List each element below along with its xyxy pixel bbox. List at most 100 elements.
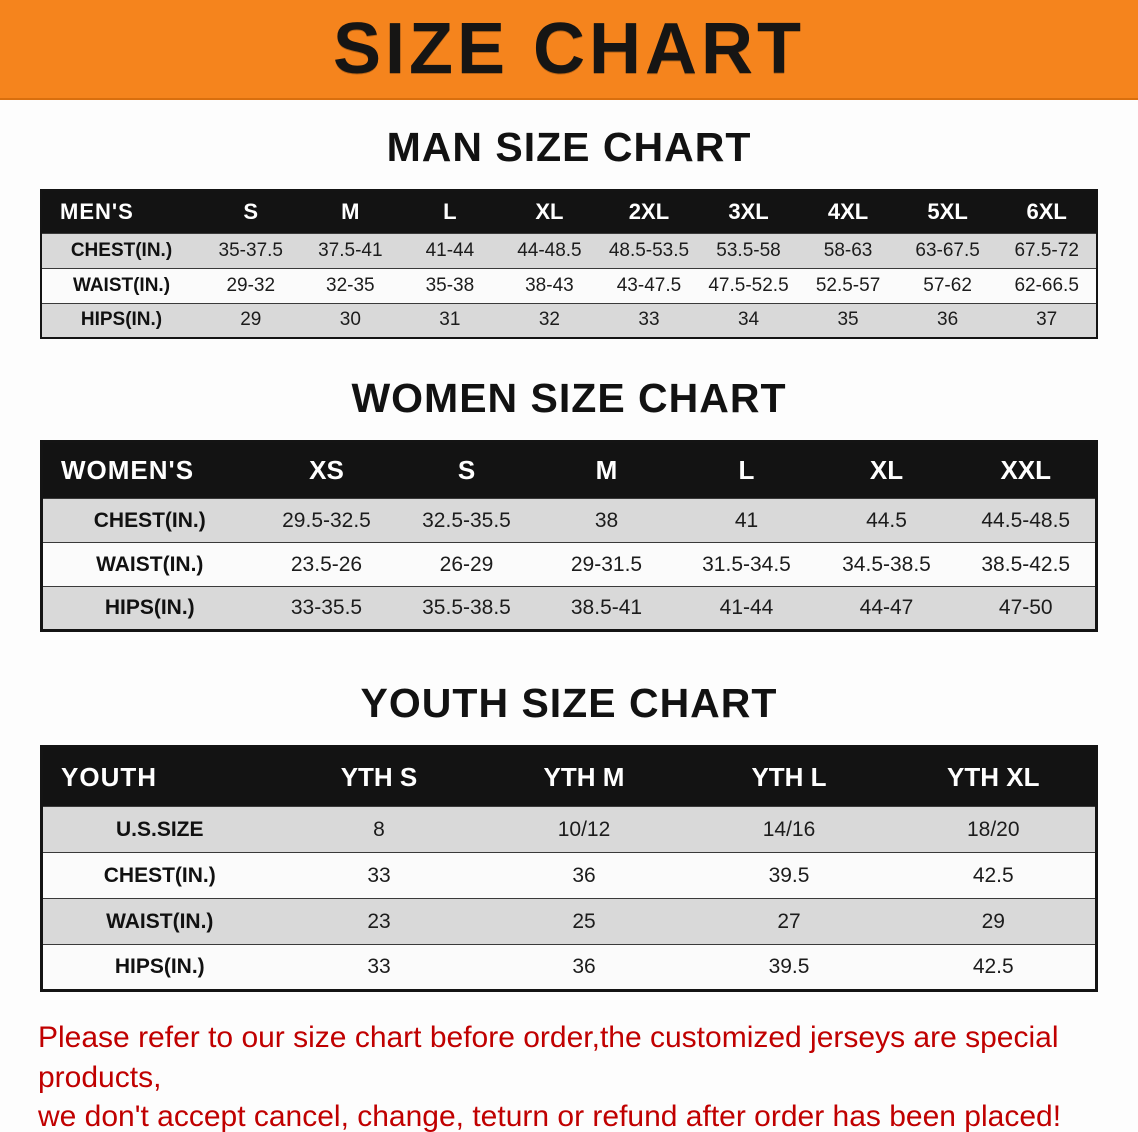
youth-size-column-header: YTH S — [276, 746, 482, 807]
row-label: CHEST(IN.) — [93, 508, 206, 532]
women-size-column-header: XXL — [956, 441, 1097, 499]
men-waist-row: WAIST(IN.) 29-32 32-35 35-38 38-43 43-47… — [41, 268, 1097, 303]
cell: 36 — [937, 309, 959, 331]
cell: 18/20 — [966, 817, 1020, 841]
cell: 41 — [734, 508, 759, 532]
youth-ussize-row: U.S.SIZE 8 10/12 14/16 18/20 — [41, 806, 1097, 853]
cell: 23.5-26 — [290, 552, 363, 576]
youth-size-column-header: YTH L — [686, 746, 892, 807]
women-size-column-header: XL — [816, 441, 957, 499]
cell: 58-63 — [823, 239, 873, 261]
women-table-header-row: WOMEN'S XS S M L XL XXL — [41, 441, 1097, 499]
women-size-table: WOMEN'S XS S M L XL XXL CHEST(IN.) 29.5-… — [40, 440, 1098, 632]
women-chest-row: CHEST(IN.) 29.5-32.5 32.5-35.5 38 41 44.… — [41, 498, 1097, 543]
cell: 33 — [367, 955, 391, 978]
men-size-column-header: S — [201, 190, 301, 233]
cell: 39.5 — [768, 955, 810, 978]
cell: 44-48.5 — [517, 239, 582, 261]
cell: 37.5-41 — [318, 239, 383, 261]
cell: 38-43 — [525, 274, 574, 296]
women-size-column-header: L — [676, 441, 817, 499]
cell: 35.5-38.5 — [422, 596, 511, 619]
youth-size-column-header: YTH M — [481, 746, 687, 807]
men-size-column-header: 3XL — [698, 190, 799, 233]
cell: 35 — [837, 309, 859, 331]
cell: 44-47 — [859, 596, 914, 619]
cell: 41-44 — [719, 596, 774, 619]
cell: 39.5 — [768, 863, 810, 887]
row-label: WAIST(IN.) — [72, 274, 171, 296]
cell: 33 — [638, 309, 660, 331]
cell: 14/16 — [762, 817, 816, 841]
cell: 35-38 — [425, 274, 475, 296]
cell: 29-31.5 — [570, 552, 643, 576]
cell: 36 — [572, 955, 596, 978]
men-size-column-header: M — [300, 190, 401, 233]
cell: 32 — [538, 309, 560, 331]
cell: 23 — [367, 909, 391, 933]
youth-hips-row: HIPS(IN.) 33 36 39.5 42.5 — [41, 944, 1097, 991]
women-section-heading: WOMEN SIZE CHART — [351, 375, 787, 421]
men-size-column-header: 6XL — [997, 190, 1097, 233]
row-label: HIPS(IN.) — [80, 309, 163, 331]
cell: 29 — [240, 309, 262, 331]
women-size-column-header: XS — [256, 441, 397, 499]
cell: 33-35.5 — [290, 596, 363, 619]
cell: 48.5-53.5 — [608, 239, 690, 261]
men-size-column-header: 2XL — [599, 190, 699, 233]
women-size-column-header: S — [396, 441, 537, 499]
disclaimer: Please refer to our size chart before or… — [38, 1018, 1100, 1132]
women-waist-row: WAIST(IN.) 23.5-26 26-29 29-31.5 31.5-34… — [41, 542, 1097, 587]
youth-size-table: YOUTH YTH S YTH M YTH L YTH XL U.S.SIZE … — [40, 745, 1098, 992]
cell: 41-44 — [425, 239, 475, 261]
cell: 43-47.5 — [616, 274, 682, 296]
cell: 8 — [373, 817, 385, 841]
cell: 63-67.5 — [915, 239, 980, 261]
men-hips-row: HIPS(IN.) 29 30 31 32 33 34 35 36 37 — [41, 303, 1097, 338]
cell: 25 — [572, 909, 596, 933]
row-label: WAIST(IN.) — [106, 909, 214, 933]
men-table-corner-label: MEN'S — [41, 190, 201, 233]
cell: 34.5-38.5 — [842, 552, 931, 576]
youth-section: YOUTH SIZE CHART YOUTH YTH S YTH M YTH L… — [0, 680, 1138, 992]
cell: 35-37.5 — [218, 239, 283, 261]
cell: 30 — [339, 309, 361, 331]
cell: 29.5-32.5 — [282, 508, 371, 532]
men-table-header-row: MEN'S S M L XL 2XL 3XL 4XL 5XL 6XL — [41, 190, 1097, 233]
cell: 42.5 — [972, 955, 1014, 978]
cell: 36 — [572, 863, 596, 887]
cell: 67.5-72 — [1014, 239, 1079, 261]
row-label: HIPS(IN.) — [104, 596, 195, 619]
cell: 32.5-35.5 — [422, 508, 511, 532]
men-section: MAN SIZE CHART MEN'S S M L XL 2XL 3XL 4X… — [0, 124, 1138, 339]
men-size-column-header: 5XL — [897, 190, 998, 233]
cell: 29 — [981, 909, 1005, 933]
cell: 37 — [1036, 309, 1058, 331]
cell: 32-35 — [326, 274, 375, 296]
women-table-corner-label: WOMEN'S — [41, 441, 257, 499]
cell: 38.5-42.5 — [981, 552, 1071, 576]
row-label: WAIST(IN.) — [96, 552, 204, 576]
youth-size-column-header: YTH XL — [891, 746, 1097, 807]
cell: 34 — [737, 309, 760, 331]
cell: 38 — [594, 508, 619, 532]
cell: 47.5-52.5 — [708, 274, 789, 296]
page-title: SIZE CHART — [333, 9, 805, 89]
youth-waist-row: WAIST(IN.) 23 25 27 29 — [41, 898, 1097, 945]
cell: 44.5-48.5 — [981, 508, 1071, 532]
women-section: WOMEN SIZE CHART WOMEN'S XS S M L XL XXL… — [0, 375, 1138, 632]
men-section-heading: MAN SIZE CHART — [386, 124, 752, 170]
cell: 44.5 — [866, 508, 907, 532]
row-label: HIPS(IN.) — [114, 955, 205, 978]
men-size-column-header: 4XL — [798, 190, 898, 233]
cell: 10/12 — [557, 817, 611, 841]
women-hips-row: HIPS(IN.) 33-35.5 35.5-38.5 38.5-41 41-4… — [41, 586, 1097, 631]
youth-section-heading: YOUTH SIZE CHART — [360, 680, 778, 726]
row-label: U.S.SIZE — [115, 817, 204, 841]
youth-chest-row: CHEST(IN.) 33 36 39.5 42.5 — [41, 852, 1097, 899]
cell: 57-62 — [923, 274, 972, 296]
cell: 27 — [777, 909, 801, 933]
row-label: CHEST(IN.) — [70, 239, 173, 261]
cell: 31.5-34.5 — [702, 552, 791, 576]
